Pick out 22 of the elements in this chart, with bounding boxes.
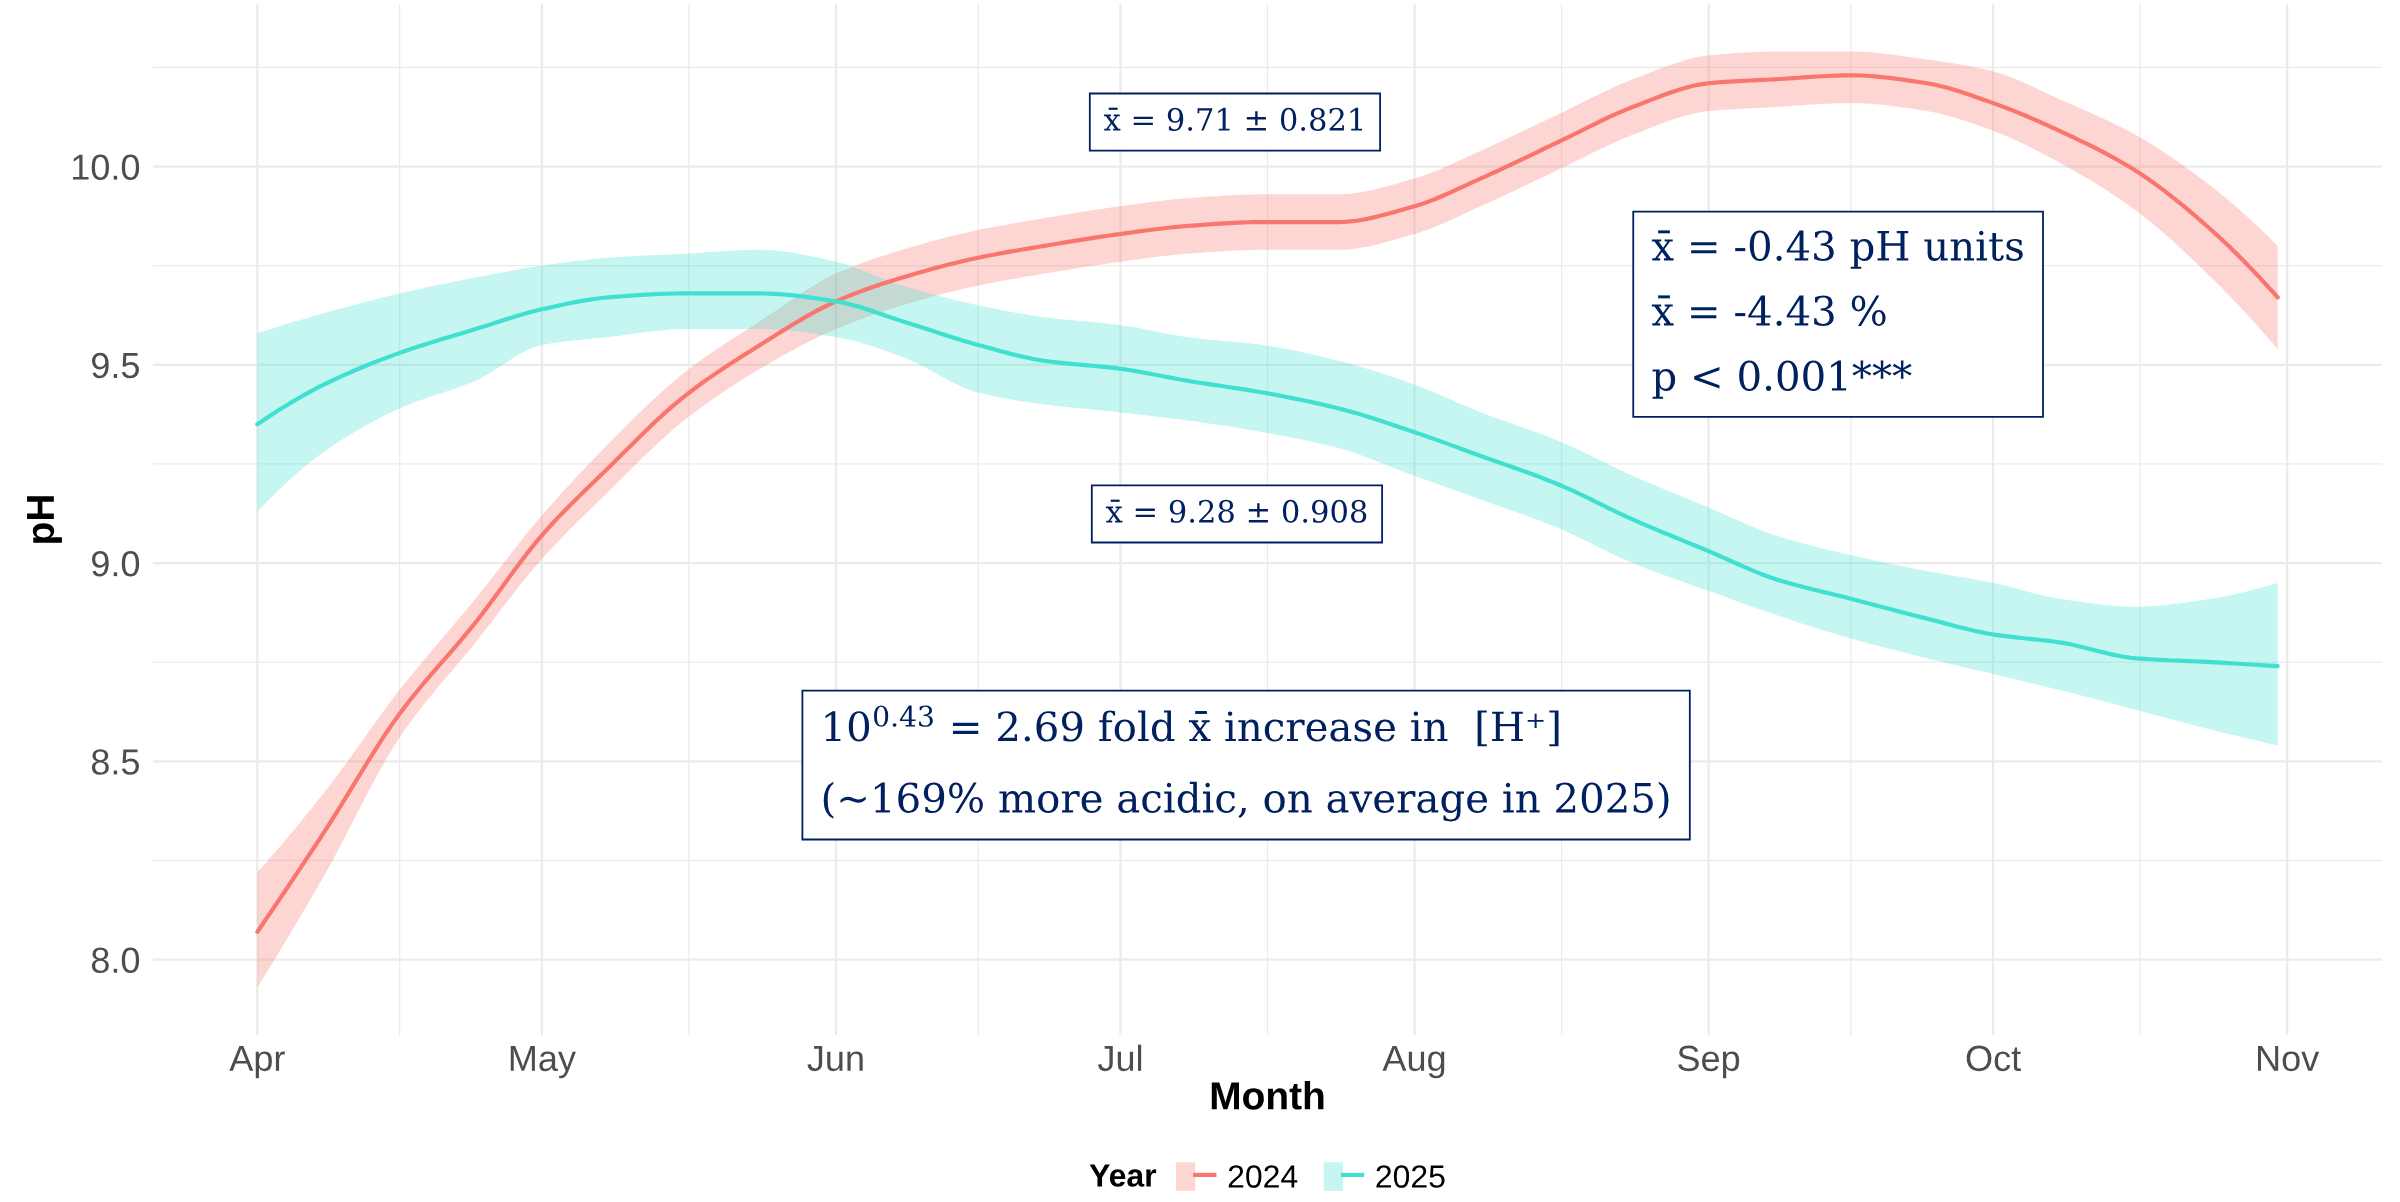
y-axis-title: pH [27,496,62,543]
y-tick-label: 9.0 [92,550,140,577]
x-tick-label: Sep [1678,1045,1740,1079]
x-tick-label: May [510,1045,576,1079]
y-tick-label: 8.0 [91,947,140,974]
legend-label: 2024 [1228,1165,1298,1188]
legend-title: Year [1089,1164,1157,1187]
x-tick-label: Jul [1097,1044,1142,1072]
x-tick-label: Aug [1382,1045,1445,1079]
y-tick-label: 10.0 [72,154,140,180]
annotation: x̄ = 9.71 ± 0.821 [1103,107,1363,131]
y-tick-label: 9.5 [92,352,139,379]
annotation: 10$^{0.43}$ = 2.69 fold x̄ increase in [H⁺] (~169% more acidic, on average in 2025) [823,705,1669,822]
y-tick-label: 8.5 [91,749,139,775]
x-tick-label: Apr [229,1045,285,1079]
x-axis-title: Month [1211,1081,1324,1110]
annotation: x̄ = 9.28 ± 0.908 [1105,499,1367,523]
x-tick-label: Oct [1966,1045,2021,1072]
legend-label: 2025 [1376,1165,1445,1188]
x-tick-label: Jun [807,1045,863,1072]
x-tick-label: Nov [2258,1045,2320,1072]
annotation: x̄ = -0.43 pH units x̄ = -4.43 % p < 0.001*** [1651,230,2023,399]
